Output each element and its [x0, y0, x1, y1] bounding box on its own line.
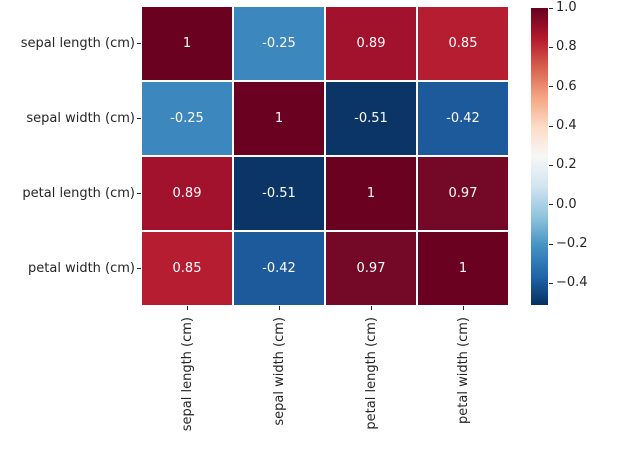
x-tick-mark — [186, 306, 188, 310]
cell-annotation: -0.51 — [354, 111, 388, 126]
colorbar-tick-mark — [549, 282, 553, 284]
colorbar-tick-mark — [549, 7, 553, 9]
heatmap-cell-2-1: -0.51 — [234, 157, 324, 230]
cell-annotation: 0.97 — [448, 186, 478, 201]
cell-annotation: 1 — [182, 36, 192, 51]
y-tick-mark — [137, 193, 141, 194]
colorbar-tick-label: −0.2 — [556, 236, 588, 252]
colorbar-tick-label: 1.0 — [556, 0, 577, 15]
colorbar-tick-mark — [549, 204, 553, 206]
heatmap-cell-2-2: 1 — [326, 157, 416, 230]
cell-annotation: -0.42 — [262, 261, 296, 276]
heatmap-grid: 1 -0.25 0.89 0.85 -0.25 1 -0.51 -0.42 0.89 -0.51 1… — [142, 7, 508, 305]
colorbar-tick-mark — [549, 86, 553, 88]
x-tick-label-text: petal width (cm) — [455, 317, 471, 424]
heatmap-cell-2-3: 0.97 — [418, 157, 508, 230]
y-tick-label: sepal length (cm) — [20, 35, 135, 51]
y-tick-label: petal width (cm) — [28, 260, 135, 276]
colorbar-tick-mark — [549, 46, 553, 48]
x-tick-label-text: petal length (cm) — [363, 317, 379, 430]
cell-annotation: 0.97 — [356, 261, 386, 276]
heatmap-cell-3-3: 1 — [418, 232, 508, 305]
colorbar-tick-label: −0.4 — [556, 275, 588, 291]
colorbar — [531, 8, 548, 305]
colorbar-tick-label: 0.0 — [556, 196, 577, 212]
heatmap-cell-0-1: -0.25 — [234, 7, 324, 80]
cell-annotation: -0.25 — [170, 111, 204, 126]
y-tick-mark — [137, 43, 141, 44]
heatmap-cell-3-0: 0.85 — [142, 232, 232, 305]
heatmap-cell-1-1: 1 — [234, 82, 324, 155]
colorbar-tick-mark — [549, 243, 553, 245]
y-tick-mark — [137, 118, 141, 119]
colorbar-tick-mark — [549, 125, 553, 127]
x-tick-label-text: sepal length (cm) — [179, 317, 195, 432]
x-tick-mark — [462, 306, 464, 310]
heatmap-cell-0-0: 1 — [142, 7, 232, 80]
cell-annotation: 0.85 — [448, 36, 478, 51]
x-tick-mark — [370, 306, 372, 310]
cell-annotation: 1 — [458, 261, 468, 276]
heatmap-cell-2-0: 0.89 — [142, 157, 232, 230]
heatmap-cell-0-3: 0.85 — [418, 7, 508, 80]
y-tick-label: petal length (cm) — [22, 185, 135, 201]
x-tick-mark — [278, 306, 280, 310]
heatmap-cell-1-2: -0.51 — [326, 82, 416, 155]
cell-annotation: -0.25 — [262, 36, 296, 51]
heatmap-cell-3-1: -0.42 — [234, 232, 324, 305]
y-tick-mark — [137, 268, 141, 269]
colorbar-tick-label: 0.8 — [556, 39, 577, 55]
heatmap-cell-3-2: 0.97 — [326, 232, 416, 305]
x-tick-label-text: sepal width (cm) — [271, 317, 287, 426]
cell-annotation: 0.85 — [172, 261, 202, 276]
colorbar-tick-mark — [549, 164, 553, 166]
heatmap-cell-1-3: -0.42 — [418, 82, 508, 155]
cell-annotation: -0.42 — [446, 111, 480, 126]
colorbar-tick-label: 0.2 — [556, 157, 577, 173]
cell-annotation: -0.51 — [262, 186, 296, 201]
colorbar-tick-label: 0.6 — [556, 78, 577, 94]
heatmap-cell-0-2: 0.89 — [326, 7, 416, 80]
colorbar-tick-label: 0.4 — [556, 118, 577, 133]
cell-annotation: 0.89 — [356, 36, 386, 51]
cell-annotation: 1 — [274, 111, 284, 126]
heatmap-cell-1-0: -0.25 — [142, 82, 232, 155]
cell-annotation: 0.89 — [172, 186, 202, 201]
y-tick-label: sepal width (cm) — [26, 110, 135, 126]
cell-annotation: 1 — [366, 186, 376, 201]
